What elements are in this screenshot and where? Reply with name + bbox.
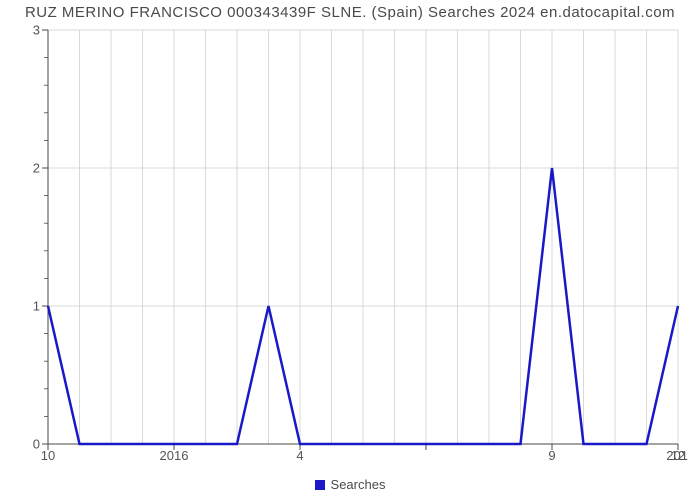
legend-marker: [315, 480, 325, 490]
y-tick-label: 0: [10, 437, 40, 452]
y-tick-label: 1: [10, 299, 40, 314]
legend: Searches: [0, 476, 700, 492]
x-tick-label: 4: [296, 448, 303, 463]
legend-label: Searches: [331, 477, 386, 492]
y-tick-label: 3: [10, 23, 40, 38]
x-tick-label: 9: [548, 448, 555, 463]
x-tick-label-right: 201: [666, 448, 688, 463]
y-tick-label: 2: [10, 161, 40, 176]
x-tick-label: 10: [41, 448, 55, 463]
chart-title: RUZ MERINO FRANCISCO 000343439F SLNE. (S…: [0, 4, 700, 21]
chart-plot: [48, 30, 678, 444]
chart-container: RUZ MERINO FRANCISCO 000343439F SLNE. (S…: [0, 0, 700, 500]
x-tick-label: 2016: [160, 448, 189, 463]
